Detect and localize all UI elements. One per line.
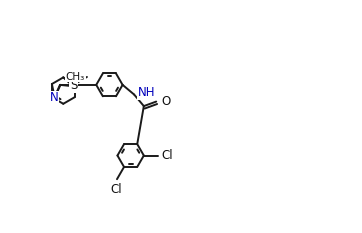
Text: CH₃: CH₃ (66, 72, 85, 82)
Text: O: O (161, 95, 170, 108)
Text: Cl: Cl (162, 149, 173, 162)
Text: S: S (70, 79, 77, 92)
Text: N: N (50, 91, 59, 104)
Text: Cl: Cl (110, 183, 122, 196)
Text: NH: NH (138, 86, 155, 99)
